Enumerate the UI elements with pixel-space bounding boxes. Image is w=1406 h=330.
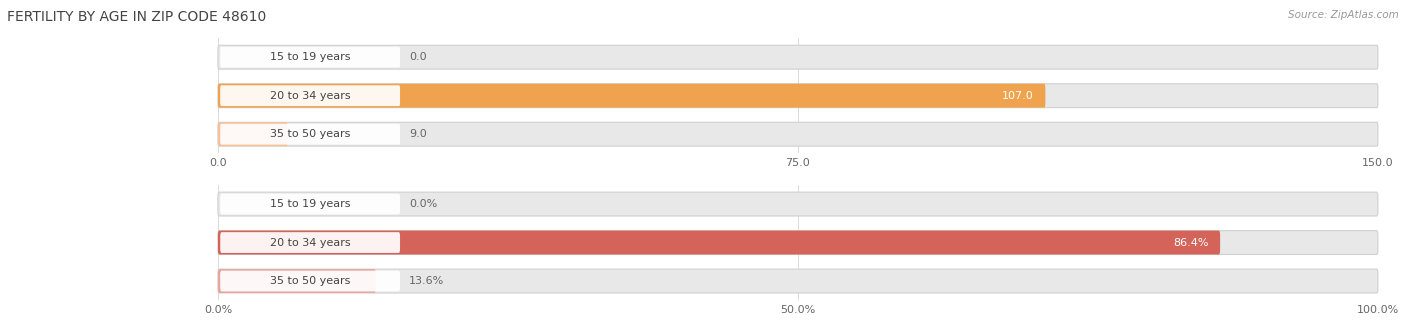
FancyBboxPatch shape [221,124,401,145]
FancyBboxPatch shape [221,232,401,253]
FancyBboxPatch shape [218,269,375,293]
Text: FERTILITY BY AGE IN ZIP CODE 48610: FERTILITY BY AGE IN ZIP CODE 48610 [7,10,266,24]
FancyBboxPatch shape [218,192,1378,216]
FancyBboxPatch shape [221,47,401,68]
FancyBboxPatch shape [218,122,1378,146]
Text: 15 to 19 years: 15 to 19 years [270,52,350,62]
Text: 13.6%: 13.6% [409,276,444,286]
FancyBboxPatch shape [218,45,1378,69]
Text: 35 to 50 years: 35 to 50 years [270,276,350,286]
Text: 9.0: 9.0 [409,129,427,139]
Text: 0.0%: 0.0% [409,199,437,209]
Text: 35 to 50 years: 35 to 50 years [270,129,350,139]
FancyBboxPatch shape [218,231,1220,254]
FancyBboxPatch shape [221,194,401,214]
Text: 86.4%: 86.4% [1173,238,1209,248]
FancyBboxPatch shape [221,271,401,291]
FancyBboxPatch shape [218,269,1378,293]
Text: Source: ZipAtlas.com: Source: ZipAtlas.com [1288,10,1399,20]
FancyBboxPatch shape [218,84,1378,108]
FancyBboxPatch shape [218,122,287,146]
FancyBboxPatch shape [218,231,1378,254]
FancyBboxPatch shape [221,85,401,106]
Text: 20 to 34 years: 20 to 34 years [270,91,350,101]
Text: 107.0: 107.0 [1002,91,1033,101]
Text: 0.0: 0.0 [409,52,427,62]
Text: 20 to 34 years: 20 to 34 years [270,238,350,248]
Text: 15 to 19 years: 15 to 19 years [270,199,350,209]
FancyBboxPatch shape [218,84,1045,108]
